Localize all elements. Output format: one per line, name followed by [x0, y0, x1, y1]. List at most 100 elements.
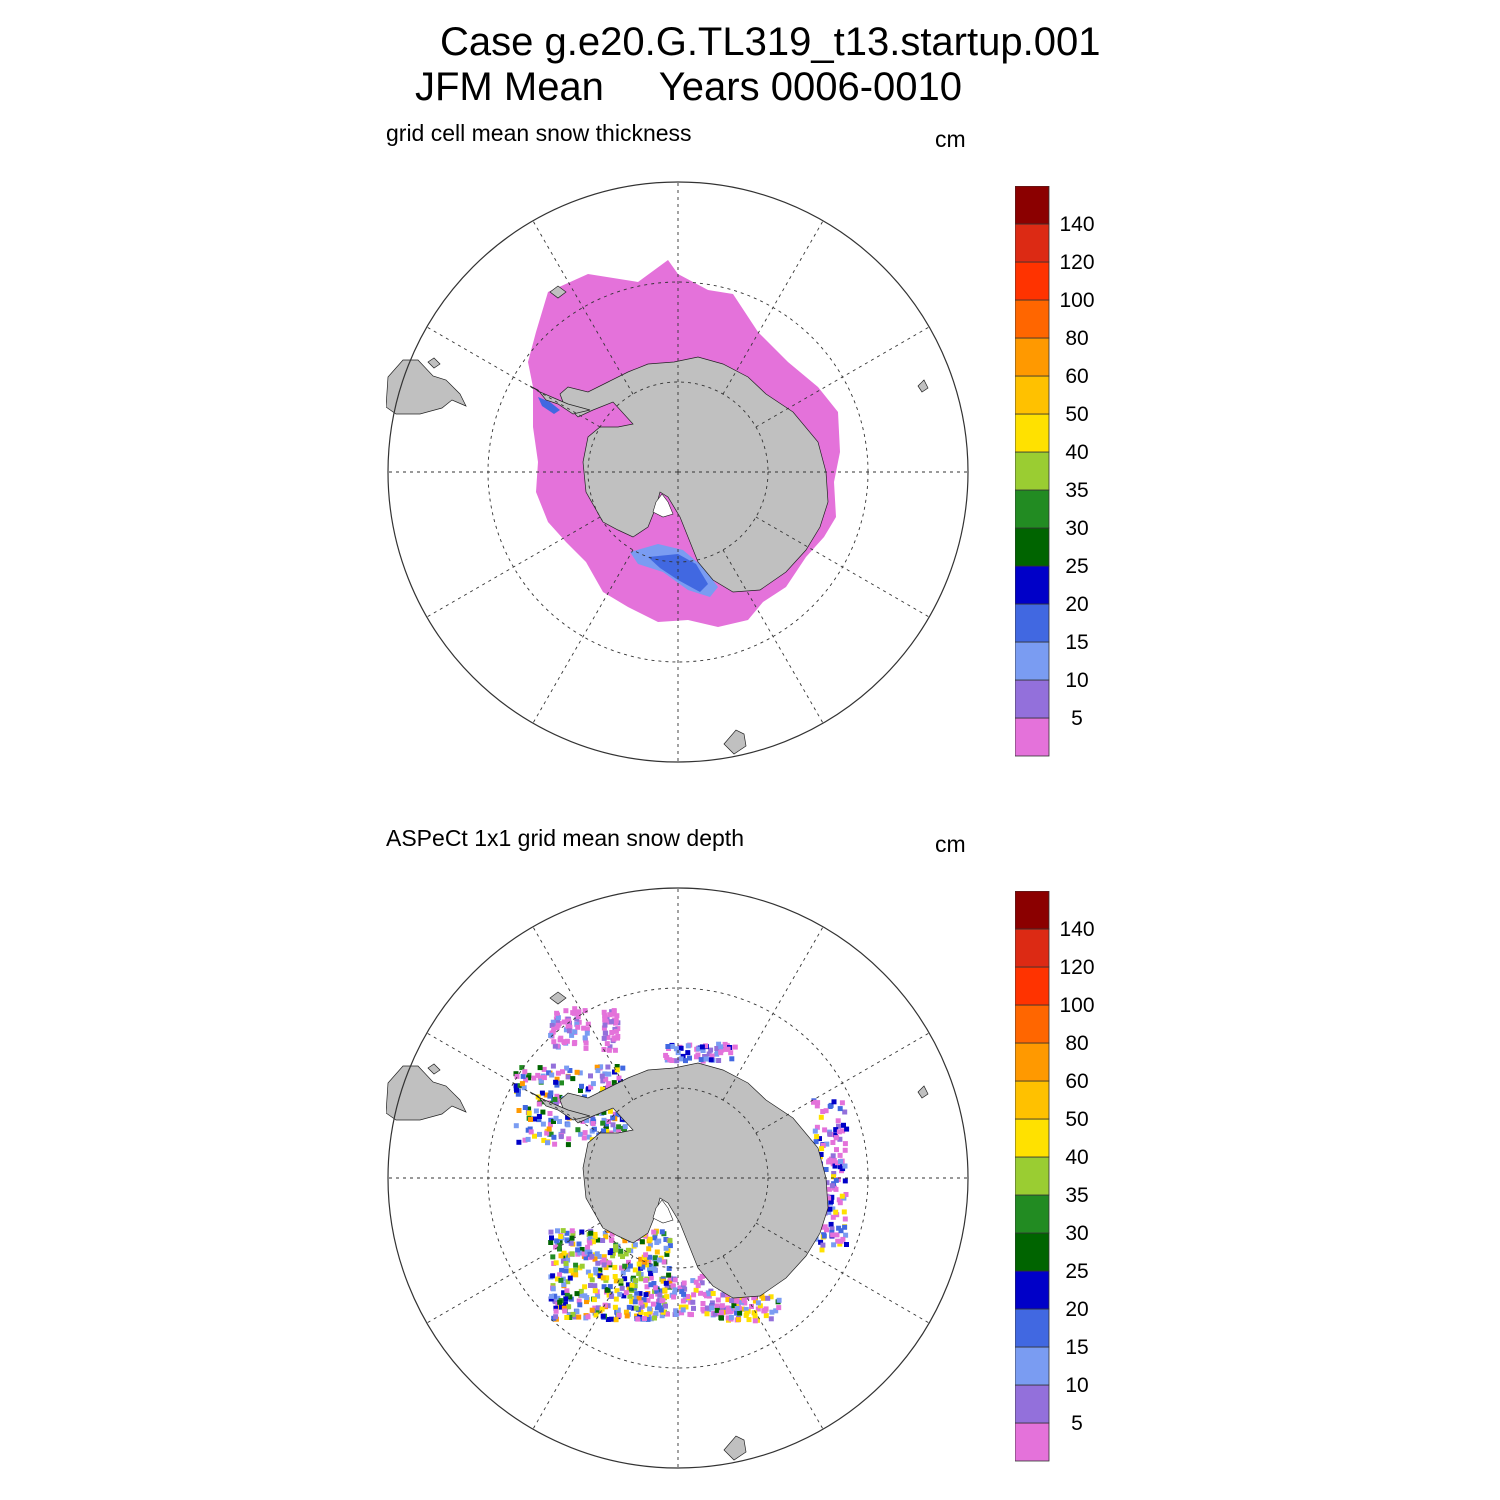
snow-depth-cell: [842, 1163, 848, 1169]
snow-depth-cell: [570, 1076, 576, 1082]
snow-depth-cell: [760, 1295, 766, 1301]
snow-depth-cell: [647, 1254, 653, 1260]
snow-depth-cell: [553, 1100, 559, 1106]
snow-depth-cell: [827, 1206, 833, 1212]
snow-depth-cell: [575, 1247, 581, 1253]
snow-depth-cell: [554, 1276, 560, 1282]
snow-depth-cell: [562, 1301, 568, 1307]
snow-depth-cell: [715, 1297, 721, 1303]
snow-depth-cell: [709, 1305, 715, 1311]
snow-depth-cell: [687, 1311, 693, 1317]
colorbar-bin: [1015, 451, 1050, 491]
snow-depth-cell: [704, 1311, 710, 1317]
snow-depth-cell: [532, 1116, 537, 1122]
snow-depth-cell: [606, 1260, 612, 1266]
snow-depth-cell: [600, 1086, 606, 1092]
snow-depth-cell: [576, 1298, 582, 1304]
snow-depth-cell: [708, 1047, 714, 1053]
meridian-line: [532, 926, 634, 1101]
colorbar-tick-label: 35: [1065, 479, 1088, 502]
snow-depth-cell: [574, 1309, 580, 1315]
snow-depth-cell: [752, 1298, 758, 1304]
snow-depth-cell: [617, 1291, 623, 1297]
snow-depth-cell: [520, 1073, 526, 1079]
meridian-line: [532, 220, 634, 395]
snow-depth-cell: [558, 1234, 564, 1239]
snow-depth-cell: [551, 1293, 557, 1299]
snow-depth-cell: [725, 1293, 731, 1298]
snow-depth-cell: [627, 1263, 633, 1269]
snow-depth-cell: [818, 1239, 824, 1245]
snow-depth-cell: [513, 1071, 519, 1077]
snow-depth-cell: [587, 1236, 593, 1242]
snow-depth-cell: [704, 1305, 710, 1311]
meridian-line: [722, 220, 824, 395]
snow-depth-cell: [817, 1136, 822, 1142]
snow-depth-cell: [818, 1114, 824, 1120]
snow-depth-cell: [595, 1305, 601, 1311]
snow-depth-cell: [548, 1131, 554, 1137]
snow-depth-cell: [528, 1129, 534, 1135]
meridian-line: [722, 1255, 824, 1430]
colorbar-tick-label: 140: [1059, 918, 1094, 941]
colorbar-tick-label: 100: [1059, 994, 1094, 1017]
snow-depth-cell: [638, 1300, 644, 1306]
snow-depth-cell: [603, 1265, 609, 1271]
snow-depth-cell: [666, 1266, 672, 1271]
snow-depth-cell: [561, 1250, 567, 1256]
snow-depth-cell: [646, 1260, 652, 1265]
meridian-line: [532, 549, 634, 724]
snow-depth-cell: [618, 1278, 624, 1284]
snow-depth-cell: [652, 1255, 658, 1261]
snow-depth-cell: [571, 1041, 577, 1047]
colorbar-tick-label: 100: [1059, 289, 1094, 312]
panel2-units: cm: [935, 831, 966, 857]
snow-depth-cell: [601, 1109, 607, 1115]
snow-depth-cell: [601, 1025, 607, 1031]
snow-depth-cell: [838, 1159, 843, 1164]
snow-depth-cell: [710, 1291, 716, 1296]
snow-depth-cell: [624, 1313, 630, 1319]
snow-depth-cell: [593, 1312, 599, 1318]
snow-depth-cell: [570, 1311, 576, 1317]
snow-depth-cell: [550, 1019, 556, 1025]
snow-depth-cell: [737, 1310, 743, 1316]
snow-depth-cell: [843, 1192, 849, 1197]
snow-depth-cell: [831, 1157, 837, 1163]
island-landmass: [917, 379, 929, 393]
snow-depth-cell: [513, 1083, 519, 1089]
snow-depth-cell: [755, 1306, 761, 1312]
snow-depth-cell: [584, 1027, 590, 1032]
snow-depth-cell: [622, 1124, 628, 1130]
snow-depth-cell: [776, 1305, 782, 1311]
snow-depth-cell: [613, 1296, 619, 1302]
snow-depth-cell: [582, 1284, 588, 1290]
snow-depth-cell: [699, 1273, 705, 1279]
colorbar-tick-label: 80: [1065, 1032, 1088, 1055]
snow-depth-cell: [830, 1214, 836, 1220]
snow-depth-cell: [836, 1129, 842, 1135]
snow-depth-cell: [514, 1073, 520, 1079]
snow-depth-cell: [824, 1141, 830, 1147]
snow-depth-cell: [696, 1046, 702, 1052]
snow-depth-cell: [560, 1128, 566, 1134]
snow-depth-cell: [585, 1021, 591, 1027]
snow-depth-cell: [611, 1009, 617, 1014]
snow-depth-cell: [628, 1286, 634, 1292]
colorbar-tick-label: 15: [1065, 1336, 1088, 1359]
colorbar-tick-label: 50: [1065, 1108, 1088, 1131]
snow-depth-cell: [552, 1043, 558, 1049]
colorbar-tick-label: 5: [1071, 1412, 1083, 1435]
snow-depth-cell: [553, 1308, 559, 1314]
snow-depth-cell: [672, 1277, 678, 1283]
colorbar-bin: [1015, 1308, 1050, 1348]
snow-depth-cell: [557, 1299, 563, 1305]
colorbar-tick-label: 120: [1059, 251, 1094, 274]
snow-depth-cell: [665, 1311, 670, 1317]
snow-depth-cell: [569, 1228, 575, 1234]
snow-depth-cell: [537, 1065, 543, 1071]
snow-depth-cell: [765, 1295, 771, 1301]
snow-depth-cell: [560, 1228, 566, 1234]
snow-depth-cell: [553, 1299, 559, 1305]
snow-depth-cell: [812, 1128, 818, 1134]
